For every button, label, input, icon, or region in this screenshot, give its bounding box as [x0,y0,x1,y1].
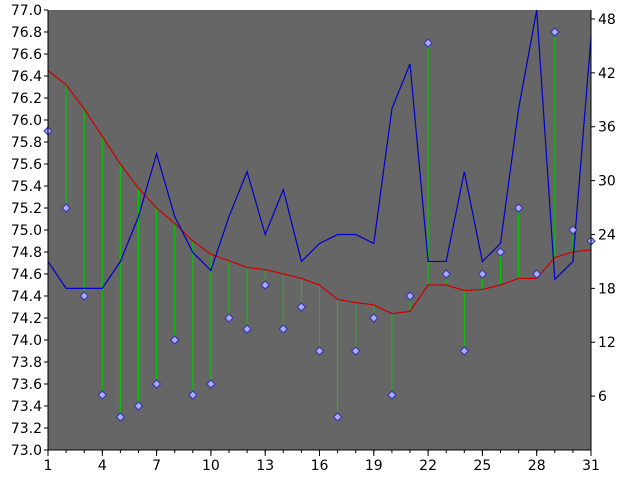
x-tick-label: 22 [419,458,437,474]
left-tick-label: 75.2 [11,201,42,217]
data-point [531,269,542,279]
left-tick-label: 73.8 [11,355,42,371]
plot-area [48,10,591,450]
data-point [224,313,234,323]
left-tick-label: 73.6 [11,377,42,393]
x-tick-label: 13 [256,458,274,474]
left-tick-label: 76.0 [11,113,42,129]
left-tick-label: 76.2 [11,91,42,107]
data-point [550,27,560,37]
data-point [387,390,397,400]
left-tick-label: 73.2 [11,421,42,437]
data-point [369,313,379,323]
left-tick-label: 74.8 [11,245,42,261]
left-tick-label: 74.6 [11,267,42,283]
left-tick-label: 73.0 [11,443,42,459]
x-tick-label: 31 [582,458,600,474]
left-tick-label: 74.0 [11,333,42,349]
left-tick-label: 75.8 [11,135,42,151]
average-line [47,70,592,315]
x-tick-label: 25 [473,458,491,474]
left-tick-label: 73.4 [11,399,42,415]
x-tick-label: 4 [98,458,107,474]
right-tick-label: 24 [598,227,616,243]
data-point [332,412,343,422]
left-tick-label: 75.0 [11,223,42,239]
data-point [206,379,216,389]
right-tick-label: 18 [598,281,616,297]
right-tick-label: 48 [598,12,616,28]
left-tick-label: 76.6 [11,47,42,63]
data-point [405,291,415,301]
data-point [97,390,108,400]
left-axis: 73.0 73.2 73.4 73.6 73.8 74.0 74.2 74.4 74.6 74.8… [11,3,48,459]
left-tick-label: 74.2 [11,311,42,327]
right-tick-label: 12 [598,335,616,351]
right-tick-label: 30 [598,174,616,190]
left-tick-label: 75.4 [11,179,42,195]
x-axis: 1 4 7 10 13 16 19 22 25 28 31 [44,450,600,474]
data-point [350,346,361,356]
x-tick-label: 19 [365,458,383,474]
data-point [495,247,506,257]
left-tick-label: 76.8 [11,25,42,41]
data-point [61,203,71,213]
right-axis-line [47,9,592,289]
data-point [296,302,307,312]
right-tick-label: 36 [598,120,616,136]
left-tick-label: 74.4 [11,289,42,305]
right-axis-line-series [47,9,592,289]
data-point [278,324,289,334]
data-point [115,412,126,422]
data-point [242,324,252,334]
left-tick-label: 76.4 [11,69,42,85]
data-point [513,203,524,213]
right-axis: 6 12 18 24 30 36 42 48 [591,12,616,405]
right-tick-label: 42 [598,66,616,82]
x-tick-label: 1 [44,458,53,474]
x-tick-label: 10 [202,458,220,474]
x-tick-label: 16 [311,458,329,474]
data-point [188,390,198,400]
data-point [79,291,89,301]
average-line-series [47,70,592,315]
data-point [151,379,162,389]
x-tick-label: 7 [152,458,161,474]
left-tick-label: 75.6 [11,157,42,173]
data-point [459,346,470,356]
data-point [568,225,578,235]
data-point [133,401,144,411]
left-tick-label: 77.0 [11,3,42,19]
right-tick-label: 6 [598,389,607,405]
data-point [314,346,325,356]
marker-series [43,27,596,422]
data-point [477,269,488,279]
connector-lines [47,32,592,417]
data-point [260,280,270,290]
x-tick-label: 28 [528,458,546,474]
data-point [441,269,451,279]
data-point [169,335,180,345]
data-point [423,38,433,48]
